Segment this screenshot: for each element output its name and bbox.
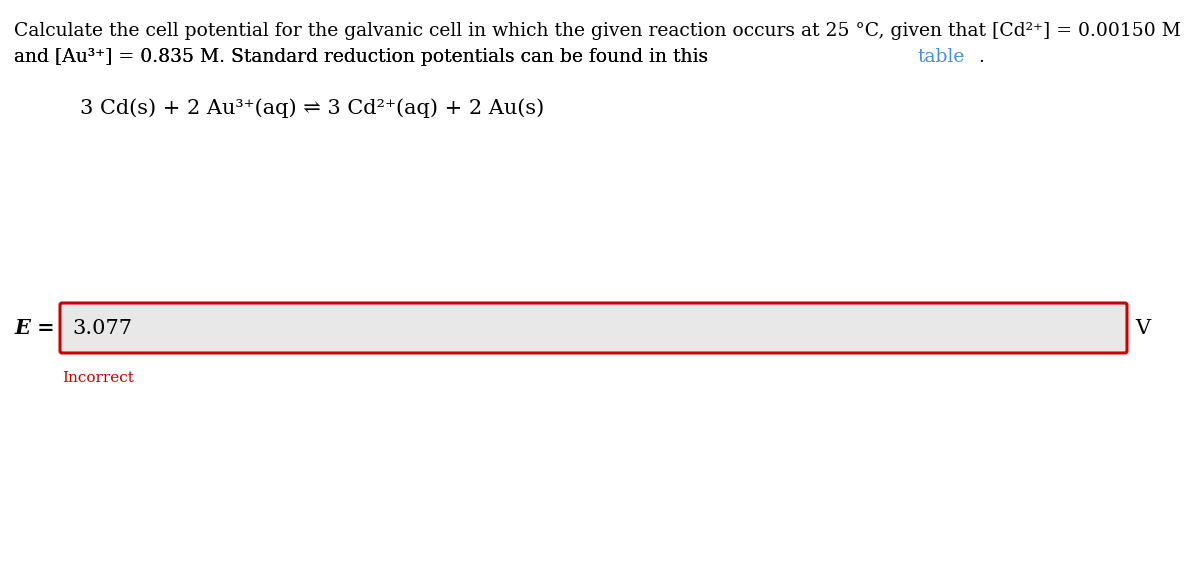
Text: E =: E =: [14, 318, 55, 338]
FancyBboxPatch shape: [60, 303, 1127, 353]
Text: and [Au³⁺] = 0.835 M. Standard reduction potentials can be found in this: and [Au³⁺] = 0.835 M. Standard reduction…: [14, 48, 714, 66]
Text: 3 Cd(s) + 2 Au³⁺(aq) ⇌ 3 Cd²⁺(aq) + 2 Au(s): 3 Cd(s) + 2 Au³⁺(aq) ⇌ 3 Cd²⁺(aq) + 2 Au…: [80, 98, 545, 118]
Text: .: .: [978, 48, 984, 66]
Text: Calculate the cell potential for the galvanic cell in which the given reaction o: Calculate the cell potential for the gal…: [14, 22, 1181, 40]
Text: 3.077: 3.077: [72, 319, 132, 338]
Text: V: V: [1135, 319, 1150, 338]
Text: Incorrect: Incorrect: [62, 371, 134, 385]
Text: and [Au³⁺] = 0.835 M. Standard reduction potentials can be found in this: and [Au³⁺] = 0.835 M. Standard reduction…: [14, 48, 714, 66]
Text: table: table: [917, 48, 965, 66]
